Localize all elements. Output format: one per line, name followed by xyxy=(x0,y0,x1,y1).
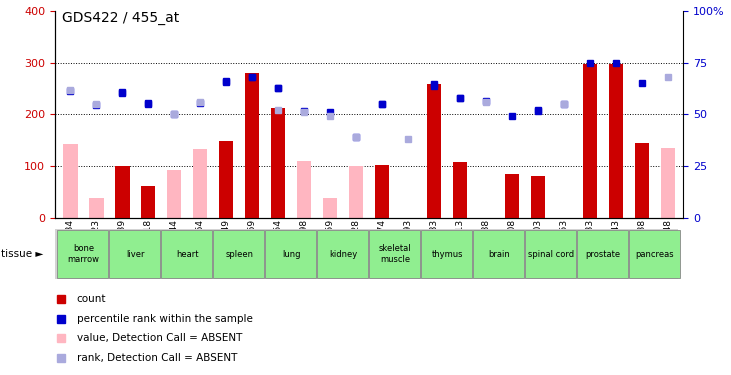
Bar xyxy=(317,230,368,278)
Bar xyxy=(89,198,104,217)
Bar xyxy=(421,230,472,278)
Bar xyxy=(427,84,442,218)
Bar xyxy=(375,165,390,218)
Text: count: count xyxy=(77,294,106,304)
Bar xyxy=(193,149,208,217)
Bar xyxy=(323,198,337,217)
Text: bone
marrow: bone marrow xyxy=(67,244,99,264)
Text: GDS422 / 455_at: GDS422 / 455_at xyxy=(62,11,179,25)
Bar xyxy=(64,144,77,218)
Text: spleen: spleen xyxy=(225,250,253,259)
Bar xyxy=(505,174,519,217)
Bar xyxy=(213,230,264,278)
Bar xyxy=(577,230,628,278)
Text: thymus: thymus xyxy=(431,250,463,259)
Text: value, Detection Call = ABSENT: value, Detection Call = ABSENT xyxy=(77,333,242,343)
Bar xyxy=(531,176,545,218)
Bar xyxy=(525,230,576,278)
Text: rank, Detection Call = ABSENT: rank, Detection Call = ABSENT xyxy=(77,353,237,363)
Text: kidney: kidney xyxy=(329,250,357,259)
Bar xyxy=(245,73,260,217)
Bar xyxy=(369,230,420,278)
Text: liver: liver xyxy=(126,250,145,259)
Bar xyxy=(473,230,524,278)
Bar xyxy=(453,162,467,218)
Text: heart: heart xyxy=(176,250,199,259)
Bar xyxy=(271,108,285,218)
Text: brain: brain xyxy=(488,250,510,259)
Bar xyxy=(162,230,212,278)
Text: spinal cord: spinal cord xyxy=(528,250,574,259)
Bar xyxy=(265,230,317,278)
Text: skeletal
muscle: skeletal muscle xyxy=(379,244,412,264)
Text: tissue ►: tissue ► xyxy=(1,249,43,259)
Bar xyxy=(167,170,181,217)
Bar xyxy=(609,64,623,217)
Bar xyxy=(271,159,285,218)
Bar xyxy=(110,230,160,278)
Bar xyxy=(219,141,233,218)
Bar xyxy=(297,161,311,218)
Bar xyxy=(583,64,597,217)
Bar xyxy=(629,230,680,278)
Text: prostate: prostate xyxy=(586,250,621,259)
Bar xyxy=(141,186,156,218)
Bar xyxy=(661,148,675,217)
Text: pancreas: pancreas xyxy=(635,250,674,259)
Bar xyxy=(115,166,129,218)
Bar xyxy=(58,230,108,278)
Bar xyxy=(349,166,363,218)
Bar xyxy=(635,143,649,218)
Text: lung: lung xyxy=(282,250,300,259)
Text: percentile rank within the sample: percentile rank within the sample xyxy=(77,314,253,324)
